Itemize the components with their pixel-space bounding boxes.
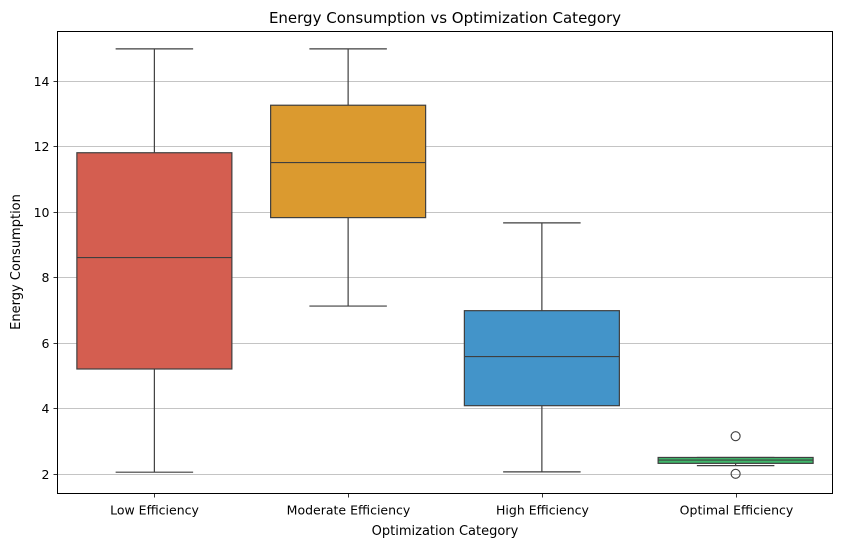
y-tick-label: 4 (42, 401, 50, 416)
x-tick-label: High Efficiency (496, 503, 590, 518)
box-group (463, 222, 620, 473)
box-iqr (463, 310, 620, 407)
y-tick-label: 14 (34, 74, 50, 89)
boxes-layer (76, 48, 814, 479)
y-tick-label: 10 (34, 205, 50, 220)
box-group (270, 48, 427, 307)
y-axis-label: Energy Consumption (9, 194, 24, 330)
x-axis: Low Efficiency Moderate Efficiency High Ef… (110, 493, 794, 518)
x-tick-label: Moderate Efficiency (287, 503, 411, 518)
x-tick-label: Low Efficiency (110, 503, 199, 518)
x-axis-label: Optimization Category (372, 524, 519, 539)
y-tick-label: 2 (42, 467, 50, 482)
y-tick-label: 6 (42, 336, 50, 351)
x-tick-label: Optimal Efficiency (680, 503, 794, 518)
box-iqr (270, 104, 427, 219)
y-tick-label: 12 (34, 139, 50, 154)
outlier-point (730, 431, 741, 442)
chart-title: Energy Consumption vs Optimization Categ… (269, 9, 621, 27)
y-axis: 2 4 6 8 10 12 14 (34, 74, 58, 482)
box-group (76, 48, 233, 473)
box-iqr (76, 152, 233, 370)
y-tick-label: 8 (42, 270, 50, 285)
plot-frame (57, 31, 833, 494)
outlier-point (730, 468, 741, 479)
box-group (657, 431, 814, 479)
